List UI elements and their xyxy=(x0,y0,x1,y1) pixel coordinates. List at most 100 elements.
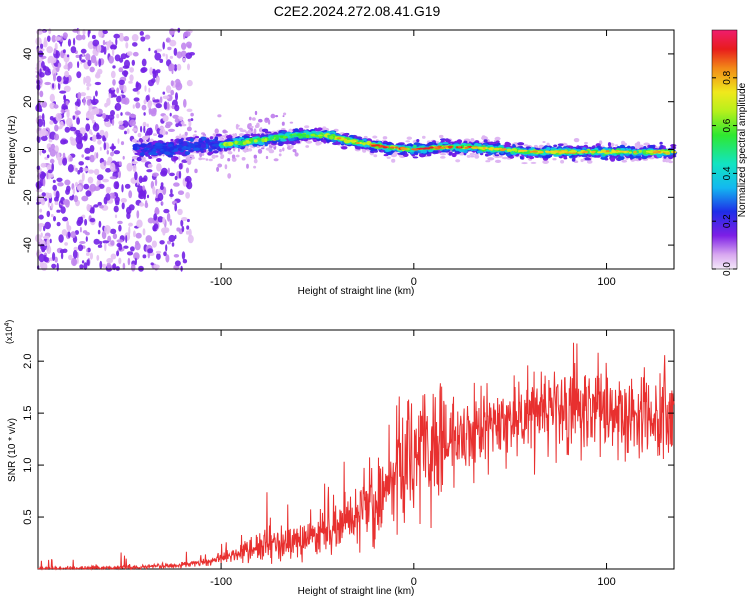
spectrogram-cell xyxy=(141,149,146,153)
spectrogram-cell xyxy=(314,127,318,131)
spectrogram-cell xyxy=(372,135,378,139)
spectrogram-cell xyxy=(76,71,82,79)
spectrogram-cell xyxy=(169,146,174,151)
spectrogram-cell xyxy=(159,58,164,64)
spectrogram-cell xyxy=(391,158,396,163)
spectrogram-cell xyxy=(118,79,125,86)
spectrogram-cell xyxy=(124,59,130,69)
spectrogram-cell xyxy=(81,260,85,264)
spectrogram-cell xyxy=(586,160,593,164)
spectrogram-cell xyxy=(186,126,192,132)
spectrogram-cell xyxy=(99,240,103,245)
spectrogram-cell xyxy=(75,135,83,144)
spectrogram-cell xyxy=(641,155,648,159)
spectrogram-cell xyxy=(86,252,90,256)
spectrogram-cell xyxy=(41,149,47,154)
spectrogram-cell xyxy=(113,150,121,155)
spectrogram-cell xyxy=(63,85,71,93)
spectrogram-cell xyxy=(67,63,71,71)
spectrogram-cell xyxy=(152,133,158,137)
spectrogram-cell xyxy=(37,118,44,128)
spectrogram-cell xyxy=(102,240,110,244)
spectrogram-cell xyxy=(92,206,95,214)
spectrogram-cell xyxy=(200,144,207,149)
spectrogram-cell xyxy=(132,51,139,57)
spectrogram-cell xyxy=(95,134,102,140)
spectrogram-cell xyxy=(528,155,534,160)
spectrogram-cell xyxy=(137,133,142,138)
spectrogram-cell xyxy=(248,116,252,121)
spectrogram-cell xyxy=(74,101,80,106)
spectrogram-cell xyxy=(54,201,59,206)
spectrogram-cell xyxy=(110,44,117,50)
spectrogram-cell xyxy=(630,146,636,150)
spectrogram-cell xyxy=(165,121,173,127)
spectrogram-cell xyxy=(139,31,144,36)
spectrogram-cell xyxy=(113,33,120,39)
spectrogram-cell xyxy=(132,42,138,47)
spectrogram-cell xyxy=(95,90,98,97)
spectrogram-cell xyxy=(243,135,250,139)
spectrogram-cell xyxy=(49,158,55,164)
spectrogram-cell xyxy=(129,74,134,82)
spectrogram-cell xyxy=(152,227,157,232)
spectrogram-cell xyxy=(169,112,172,117)
spectrogram-cell xyxy=(279,148,282,153)
spectrogram-cell xyxy=(109,176,117,180)
spectrogram-cell xyxy=(238,127,243,131)
spectrogram-cell xyxy=(144,85,147,92)
spectrogram-cell xyxy=(122,262,126,270)
spectrogram-cell xyxy=(248,138,254,142)
spectrogram-cell xyxy=(81,154,84,158)
spectrogram-cell xyxy=(53,216,56,222)
spectrogram-cell xyxy=(50,202,54,209)
spectrogram-cell xyxy=(580,158,584,163)
spectrogram-cell xyxy=(520,156,524,160)
spectrogram-cell xyxy=(79,227,82,233)
spectrogram-cell xyxy=(69,156,73,162)
spectrogram-cell xyxy=(481,136,488,141)
spectrogram-cell xyxy=(181,225,185,233)
spectrogram-cell xyxy=(633,151,637,153)
spectrogram-cell xyxy=(428,150,433,153)
spectrogram-cell xyxy=(190,143,195,148)
spectrogram-cell xyxy=(145,95,150,102)
spectrogram-cell xyxy=(355,146,361,150)
spectrogram-cell xyxy=(94,81,102,86)
spectrogram-cell xyxy=(111,87,115,91)
spectrogram-cell xyxy=(135,240,140,246)
spectrogram-cell xyxy=(105,168,112,173)
spectrogram-cell xyxy=(41,113,45,122)
spectrogram-cell xyxy=(153,145,158,149)
spectrogram-cell xyxy=(131,161,138,165)
spectrogram-cell xyxy=(270,136,275,140)
spectrogram-cell xyxy=(129,67,135,73)
spectrogram-cell xyxy=(194,136,200,139)
spectrogram-cell xyxy=(81,172,85,182)
spectrogram-cell xyxy=(152,186,156,195)
spectrogram-cell xyxy=(38,115,42,119)
spectrogram-cell xyxy=(53,133,60,141)
spectrogram-cell xyxy=(173,47,178,56)
spectrogram-cell xyxy=(274,138,279,141)
spectrogram-cell xyxy=(66,54,70,58)
spectrogram-cell xyxy=(268,119,271,125)
spectrogram-cell xyxy=(139,152,145,157)
spectrogram-cell xyxy=(216,166,220,172)
spectrogram-cell xyxy=(133,97,140,102)
spectrogram-cell xyxy=(159,150,167,153)
spectrogram-cell xyxy=(95,61,98,67)
spectrogram-cell xyxy=(560,159,565,164)
figure-title: C2E2.2024.272.08.41.G19 xyxy=(274,3,441,19)
spectrogram-cell xyxy=(619,144,626,149)
spectrogram-cell xyxy=(131,34,139,42)
spectrogram-cell xyxy=(109,162,116,172)
spectrogram-cell xyxy=(112,233,118,240)
spectrogram-cell xyxy=(142,254,147,259)
spectrogram-cell xyxy=(110,70,116,79)
spectrogram-cell xyxy=(75,181,78,187)
spectrogram-cell xyxy=(498,155,503,158)
spectrogram-cell xyxy=(208,151,214,155)
spectrogram-cell xyxy=(144,34,151,40)
spectrogram-cell xyxy=(183,31,191,37)
